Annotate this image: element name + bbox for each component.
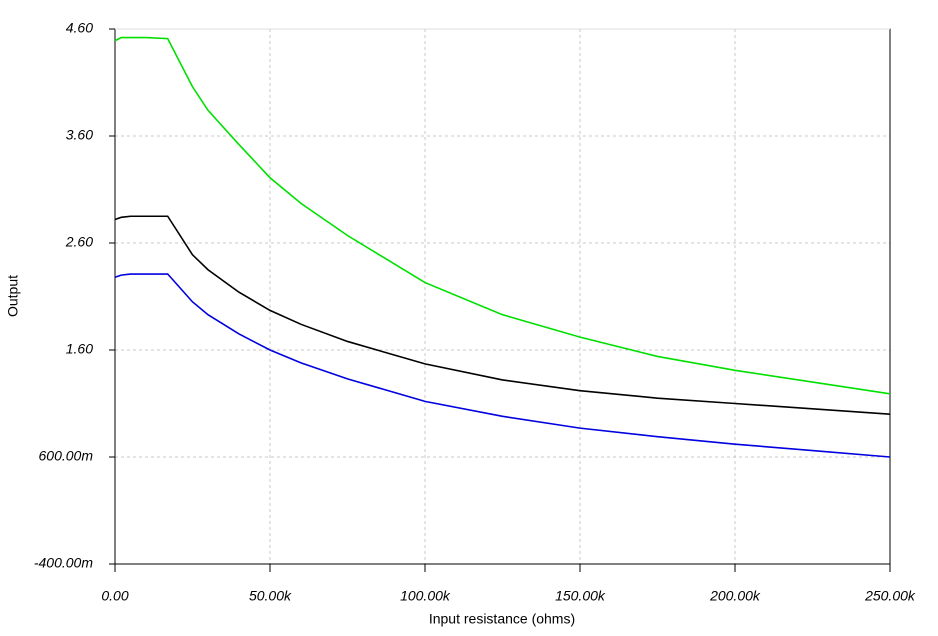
series-line bbox=[114, 273, 891, 458]
series-line bbox=[114, 36, 891, 395]
y-tick-label: -400.00m bbox=[34, 555, 93, 571]
plot-frame bbox=[114, 28, 891, 565]
x-tick-label: 100.00k bbox=[400, 588, 451, 604]
x-tick-label: 200.00k bbox=[709, 588, 761, 604]
x-tick-label: 50.00k bbox=[249, 588, 292, 604]
y-axis-label: Output bbox=[5, 275, 21, 317]
x-tick-label: 150.00k bbox=[555, 588, 606, 604]
y-tick-label: 600.00m bbox=[39, 448, 94, 464]
x-tick-label: 0.00 bbox=[101, 588, 128, 604]
y-tick-label: 2.60 bbox=[65, 234, 93, 250]
y-tick-label: 1.60 bbox=[66, 341, 93, 357]
x-axis-label: Input resistance (ohms) bbox=[429, 611, 575, 627]
x-tick-label: 250.00k bbox=[864, 588, 916, 604]
series-line bbox=[114, 215, 891, 415]
y-tick-label: 4.60 bbox=[66, 20, 93, 36]
y-tick-label: 3.60 bbox=[66, 127, 93, 143]
